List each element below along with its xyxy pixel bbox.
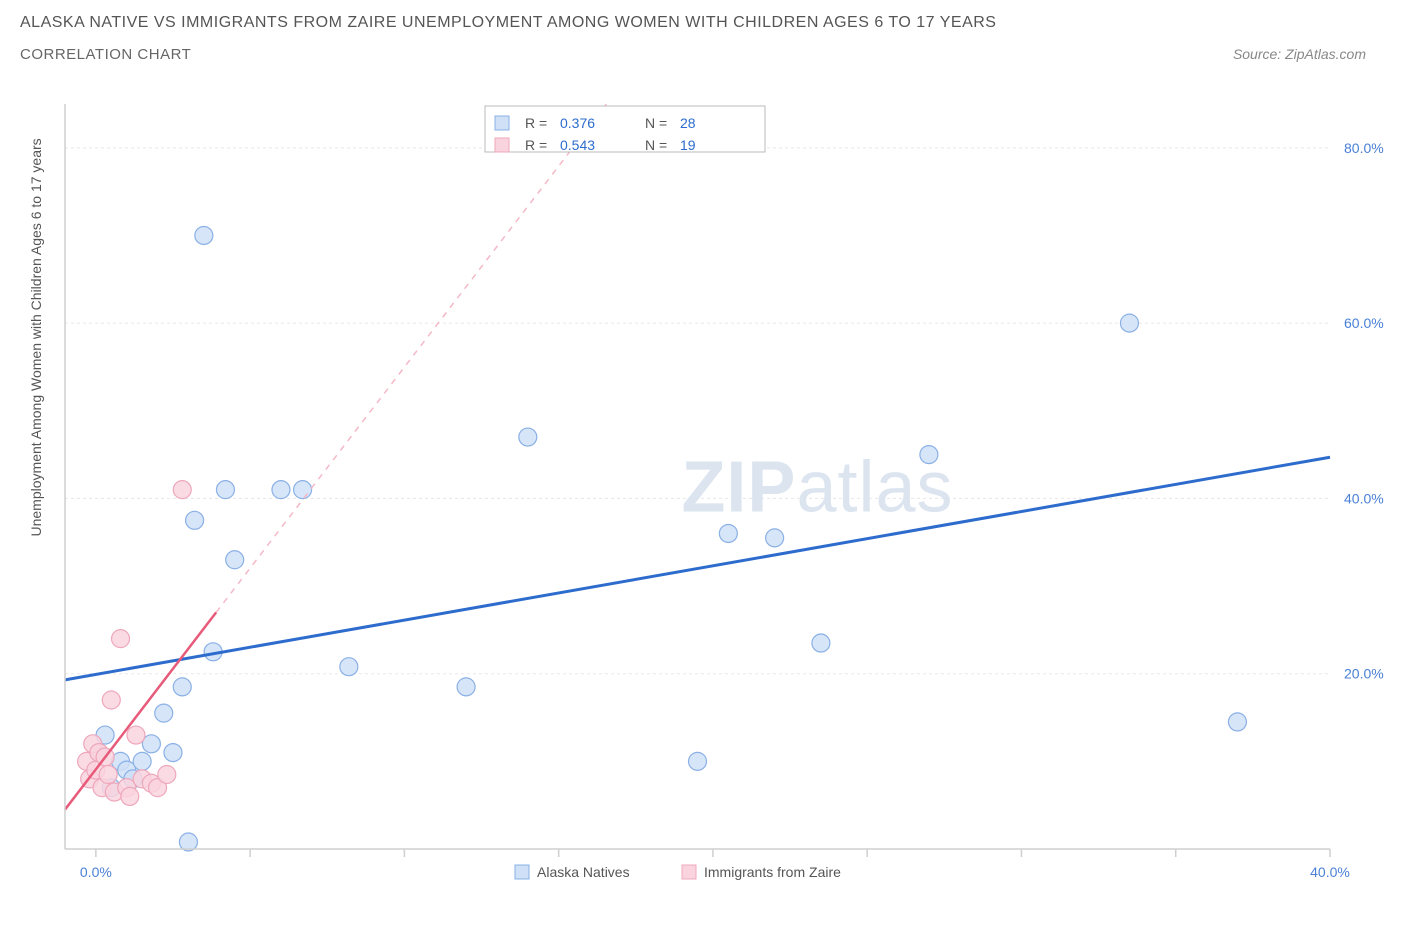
data-point [195,226,213,244]
data-point [173,678,191,696]
data-point [226,551,244,569]
watermark: ZIPatlas [681,448,953,528]
data-point [766,529,784,547]
data-point [340,658,358,676]
data-point [457,678,475,696]
data-point [102,691,120,709]
y-tick-label: 40.0% [1344,490,1384,506]
data-point [519,428,537,446]
data-point [719,524,737,542]
data-point [158,766,176,784]
data-point [164,744,182,762]
y-tick-label: 20.0% [1344,666,1384,682]
data-point [689,752,707,770]
bottom-legend-label: Immigrants from Zaire [704,864,841,880]
data-point [127,726,145,744]
data-point [186,511,204,529]
chart-area: 20.0% 40.0% 60.0% 80.0% ZIPatlas 0.0% 40.0% Une… [20,94,1396,900]
trend-line-pink-dashed [216,104,606,612]
chart-title: ALASKA NATIVE VS IMMIGRANTS FROM ZAIRE U… [20,14,1386,32]
legend-r-label: R = [525,115,547,131]
legend-n-label: N = [645,115,667,131]
legend-r-label: R = [525,137,547,153]
x-tick-label: 0.0% [80,864,112,880]
y-tick-label: 60.0% [1344,315,1384,331]
legend-n-label: N = [645,137,667,153]
data-point [173,481,191,499]
data-point [216,481,234,499]
chart-subtitle: CORRELATION CHART [20,46,191,63]
x-tick-label: 40.0% [1310,864,1350,880]
source-label: Source: ZipAtlas.com [1233,46,1386,62]
data-point [920,446,938,464]
data-point [121,787,139,805]
legend-r-value: 0.543 [560,137,595,153]
data-point [294,481,312,499]
y-axis-title: Unemployment Among Women with Children A… [28,138,44,536]
legend-swatch [495,138,509,152]
data-point [112,630,130,648]
data-point [1228,713,1246,731]
legend-n-value: 28 [680,115,696,131]
y-tick-label: 80.0% [1344,140,1384,156]
legend-swatch [495,116,509,130]
bottom-legend-swatch [515,865,529,879]
data-point [812,634,830,652]
scatter-plot: 20.0% 40.0% 60.0% 80.0% ZIPatlas 0.0% 40.0% Une… [20,94,1396,900]
bottom-legend-label: Alaska Natives [537,864,630,880]
data-point [133,752,151,770]
data-point [1120,314,1138,332]
data-point [155,704,173,722]
bottom-legend-swatch [682,865,696,879]
data-point [99,766,117,784]
data-point [272,481,290,499]
legend-n-value: 19 [680,137,696,153]
legend-r-value: 0.376 [560,115,595,131]
